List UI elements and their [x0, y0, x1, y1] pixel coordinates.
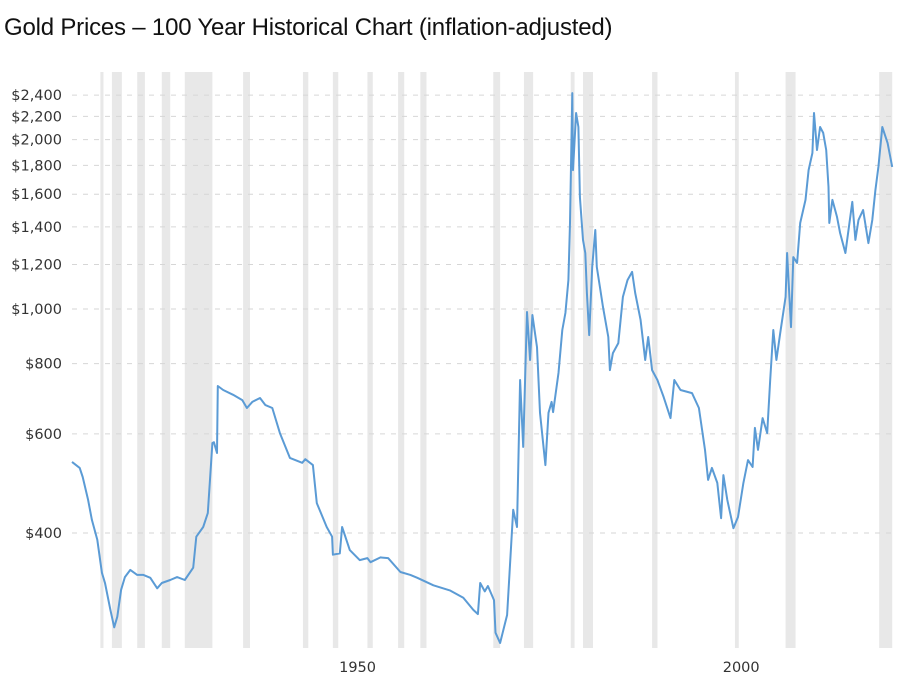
- y-axis-labels: $400 $600 $800 $1,000 $1,200 $1,400 $1,600 $1,8…: [11, 88, 62, 542]
- x-axis-labels: 1950 2000: [339, 660, 760, 676]
- recession-band: [652, 72, 658, 648]
- y-tick-label: $1,400: [11, 220, 62, 236]
- y-tick-label: $2,200: [11, 109, 62, 125]
- recession-band: [332, 72, 339, 648]
- y-tick-label: $600: [25, 427, 62, 443]
- recession-band: [523, 72, 534, 648]
- y-tick-label: $2,400: [11, 88, 62, 104]
- recession-band: [367, 72, 373, 648]
- recession-bands: [100, 72, 893, 648]
- gold-price-line: [71, 92, 894, 644]
- y-tick-label: $800: [25, 357, 62, 373]
- recession-band: [111, 72, 122, 648]
- y-tick-label: $1,200: [11, 257, 62, 273]
- recession-band: [570, 72, 575, 648]
- x-tick-label: 2000: [723, 660, 760, 676]
- recession-band: [583, 72, 593, 648]
- recession-band: [302, 72, 309, 648]
- recession-band: [243, 72, 251, 648]
- recession-band: [879, 72, 893, 648]
- recession-band: [420, 72, 427, 648]
- y-tick-label: $1,000: [11, 302, 62, 318]
- recession-band: [734, 72, 739, 648]
- recession-band: [493, 72, 501, 648]
- recession-band: [137, 72, 145, 648]
- recession-band: [184, 72, 213, 648]
- recession-band: [398, 72, 405, 648]
- x-tick-label: 1950: [339, 660, 376, 676]
- y-tick-label: $1,600: [11, 187, 62, 203]
- y-tick-label: $2,000: [11, 133, 62, 149]
- y-tick-label: $1,800: [11, 158, 62, 174]
- y-tick-label: $400: [25, 526, 62, 542]
- chart-title: Gold Prices – 100 Year Historical Chart …: [4, 14, 613, 41]
- gridlines: [72, 94, 893, 534]
- recession-band: [100, 72, 104, 648]
- recession-band: [785, 72, 796, 648]
- recession-band: [161, 72, 171, 648]
